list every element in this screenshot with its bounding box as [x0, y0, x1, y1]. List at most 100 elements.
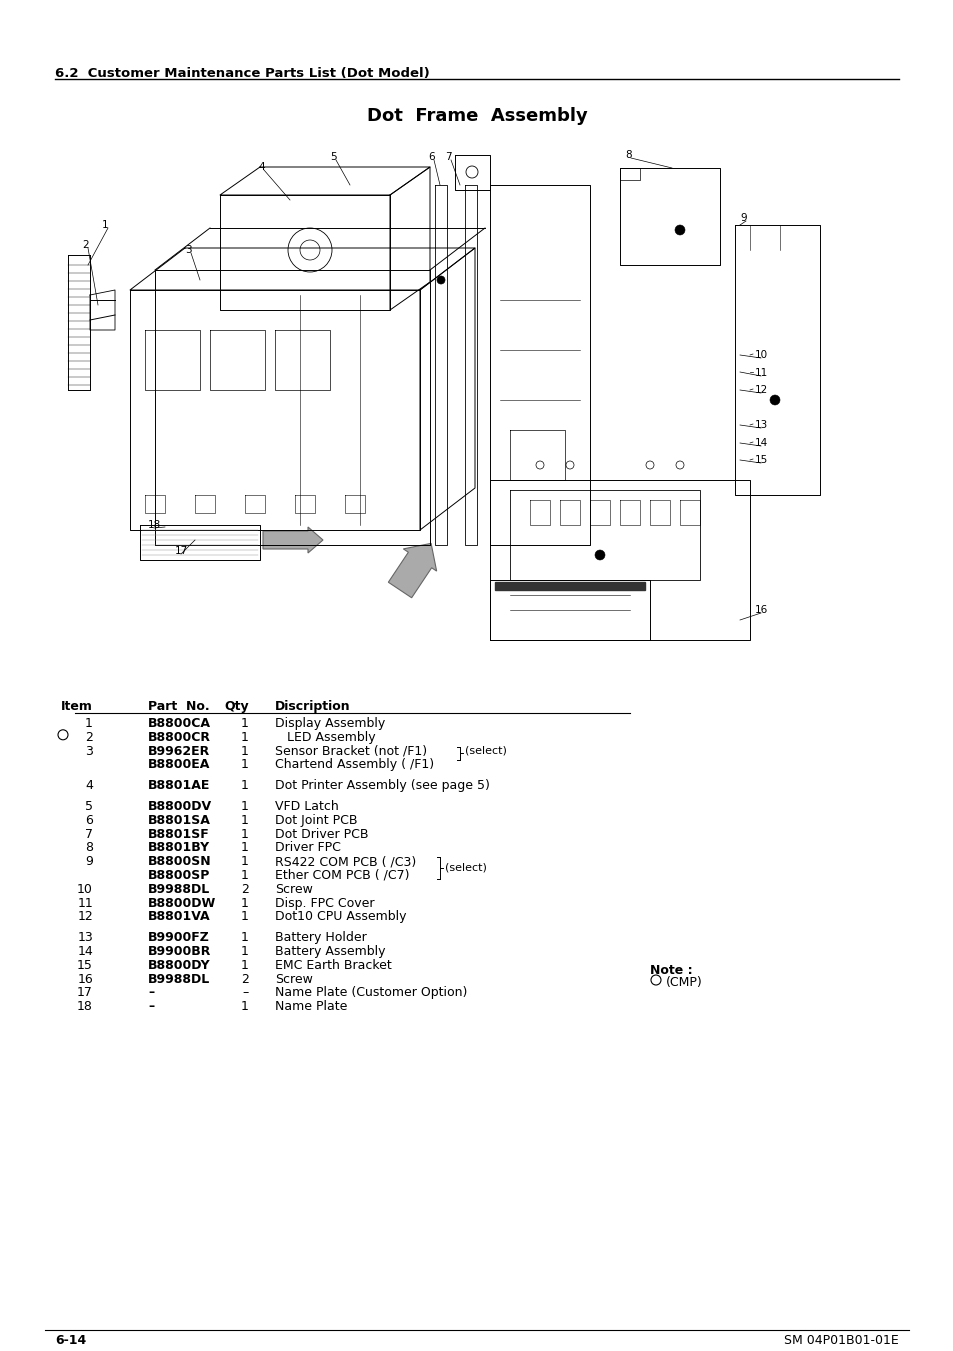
Text: 2: 2	[241, 882, 249, 896]
Text: 1: 1	[241, 800, 249, 813]
Text: 18: 18	[77, 1000, 92, 1013]
Text: B8800CR: B8800CR	[148, 731, 211, 744]
Text: 1: 1	[241, 717, 249, 730]
Circle shape	[675, 226, 684, 235]
Text: 3: 3	[85, 744, 92, 758]
Text: 1: 1	[241, 758, 249, 771]
Text: 1: 1	[241, 842, 249, 854]
Text: 18: 18	[148, 520, 161, 530]
Text: 1: 1	[102, 220, 109, 230]
Text: (select): (select)	[464, 746, 506, 755]
Text: 17: 17	[174, 546, 188, 557]
Text: Part  No.: Part No.	[148, 700, 210, 713]
Text: 7: 7	[85, 828, 92, 840]
Text: 1: 1	[241, 828, 249, 840]
Text: 3: 3	[185, 245, 192, 255]
FancyArrow shape	[388, 543, 436, 597]
Text: B9988DL: B9988DL	[148, 973, 210, 986]
Text: 9: 9	[85, 855, 92, 869]
Text: Note :: Note :	[649, 965, 692, 977]
Text: Dot  Frame  Assembly: Dot Frame Assembly	[366, 107, 587, 126]
Text: Screw: Screw	[274, 882, 313, 896]
Text: 4: 4	[85, 780, 92, 792]
Text: EMC Earth Bracket: EMC Earth Bracket	[274, 959, 392, 971]
Text: 1: 1	[241, 897, 249, 909]
Text: Battery Holder: Battery Holder	[274, 931, 366, 944]
Circle shape	[436, 276, 444, 284]
Text: B8801SF: B8801SF	[148, 828, 210, 840]
Text: 15: 15	[77, 959, 92, 971]
Text: 8: 8	[624, 150, 631, 159]
Text: 17: 17	[77, 986, 92, 1000]
Text: 9: 9	[740, 213, 746, 223]
Text: 2: 2	[241, 973, 249, 986]
Text: LED Assembly: LED Assembly	[274, 731, 375, 744]
Text: Dot Printer Assembly (see page 5): Dot Printer Assembly (see page 5)	[274, 780, 489, 792]
Text: B8800CA: B8800CA	[148, 717, 211, 730]
Text: 6: 6	[428, 153, 435, 162]
Text: 10: 10	[77, 882, 92, 896]
Text: 6-14: 6-14	[55, 1333, 86, 1347]
Text: Dot10 CPU Assembly: Dot10 CPU Assembly	[274, 911, 406, 923]
Text: 8: 8	[85, 842, 92, 854]
Text: 16: 16	[754, 605, 767, 615]
Text: 2: 2	[85, 731, 92, 744]
Text: –: –	[148, 986, 154, 1000]
Text: VFD Latch: VFD Latch	[274, 800, 338, 813]
Text: 1: 1	[241, 869, 249, 882]
Text: 16: 16	[77, 973, 92, 986]
Text: B8801VA: B8801VA	[148, 911, 211, 923]
Text: 14: 14	[77, 944, 92, 958]
Text: B8801SA: B8801SA	[148, 813, 211, 827]
Text: 12: 12	[754, 385, 767, 394]
Text: 1: 1	[241, 744, 249, 758]
Text: 1: 1	[241, 813, 249, 827]
Text: B8800DV: B8800DV	[148, 800, 212, 813]
Text: 1: 1	[241, 780, 249, 792]
Text: 6: 6	[85, 813, 92, 827]
Text: B9962ER: B9962ER	[148, 744, 210, 758]
Text: Disp. FPC Cover: Disp. FPC Cover	[274, 897, 375, 909]
Text: Sensor Bracket (not /F1): Sensor Bracket (not /F1)	[274, 744, 427, 758]
Text: Battery Assembly: Battery Assembly	[274, 944, 385, 958]
Text: 15: 15	[754, 455, 767, 465]
Text: B8800DY: B8800DY	[148, 959, 211, 971]
Text: 13: 13	[77, 931, 92, 944]
Polygon shape	[495, 582, 644, 590]
Text: B9900FZ: B9900FZ	[148, 931, 210, 944]
Text: 1: 1	[241, 1000, 249, 1013]
Text: 14: 14	[754, 438, 767, 449]
Text: 7: 7	[444, 153, 451, 162]
Text: 1: 1	[241, 731, 249, 744]
Text: Item: Item	[61, 700, 92, 713]
Text: Display Assembly: Display Assembly	[274, 717, 385, 730]
Text: RS422 COM PCB ( /C3): RS422 COM PCB ( /C3)	[274, 855, 416, 869]
Text: Qty: Qty	[224, 700, 249, 713]
Text: 11: 11	[754, 367, 767, 378]
Text: 5: 5	[330, 153, 336, 162]
Text: B8801BY: B8801BY	[148, 842, 210, 854]
Text: 1: 1	[241, 911, 249, 923]
Text: 6.2  Customer Maintenance Parts List (Dot Model): 6.2 Customer Maintenance Parts List (Dot…	[55, 68, 429, 80]
Text: Driver FPC: Driver FPC	[274, 842, 340, 854]
Text: –: –	[148, 1000, 154, 1013]
Text: 1: 1	[241, 931, 249, 944]
Text: 11: 11	[77, 897, 92, 909]
Text: (CMP): (CMP)	[665, 975, 702, 989]
Text: Name Plate (Customer Option): Name Plate (Customer Option)	[274, 986, 467, 1000]
Text: 2: 2	[82, 240, 89, 250]
Text: B8800SP: B8800SP	[148, 869, 211, 882]
Circle shape	[595, 550, 604, 561]
Text: Chartend Assembly ( /F1): Chartend Assembly ( /F1)	[274, 758, 434, 771]
Text: B8800SN: B8800SN	[148, 855, 212, 869]
Text: B9900BR: B9900BR	[148, 944, 212, 958]
Text: 4: 4	[257, 162, 264, 172]
Text: Screw: Screw	[274, 973, 313, 986]
Text: 1: 1	[241, 855, 249, 869]
Text: 1: 1	[241, 959, 249, 971]
Text: B8801AE: B8801AE	[148, 780, 211, 792]
Text: Dot Joint PCB: Dot Joint PCB	[274, 813, 357, 827]
Text: 13: 13	[754, 420, 767, 430]
Text: 5: 5	[85, 800, 92, 813]
Text: Name Plate: Name Plate	[274, 1000, 347, 1013]
